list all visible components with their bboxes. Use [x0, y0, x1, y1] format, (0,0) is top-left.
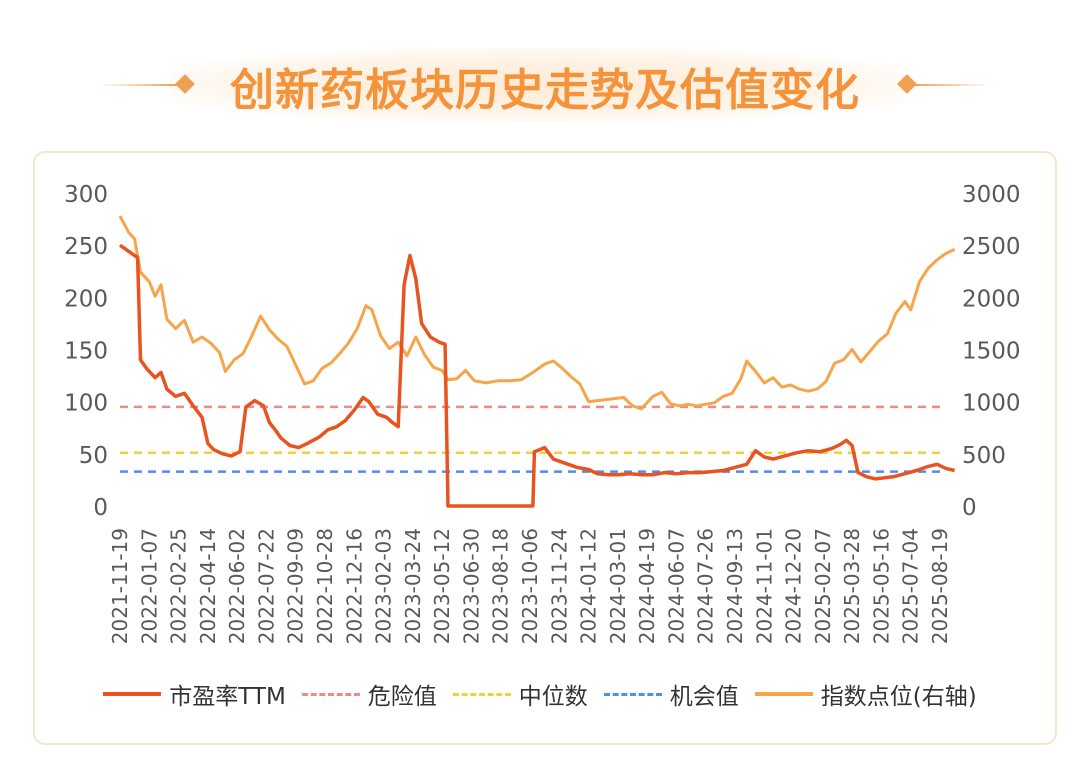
x-tick-label: 2024-01-12 [577, 528, 601, 644]
title-banner: 创新药板块历史走势及估值变化 [0, 40, 1080, 130]
legend-swatch [603, 692, 662, 696]
y-left-tick-label: 0 [93, 495, 108, 521]
legend-item: 中位数 [452, 677, 588, 711]
x-tick-label: 2022-07-22 [254, 528, 278, 644]
y-right-tick-label: 1000 [962, 391, 1021, 417]
legend-item: 指数点位(右轴) [754, 677, 977, 711]
x-tick-label: 2025-02-07 [811, 528, 835, 644]
x-tick-label: 2025-05-16 [869, 528, 893, 644]
legend-label: 指数点位(右轴) [820, 684, 977, 710]
y-right-tick-label: 2000 [962, 286, 1021, 312]
y-right-tick-label: 500 [962, 443, 1006, 469]
x-tick-label: 2023-06-30 [459, 528, 483, 644]
x-tick-label: 2024-11-01 [752, 528, 776, 644]
x-tick-label: 2022-09-09 [284, 528, 308, 644]
legend-swatch [754, 692, 813, 696]
legend-item: 市盈率TTM [103, 677, 286, 711]
x-tick-label: 2022-02-25 [167, 528, 191, 644]
x-tick-label: 2022-01-07 [137, 528, 161, 644]
x-tick-label: 2022-04-14 [196, 528, 220, 644]
x-tick-label: 2023-10-06 [518, 528, 542, 644]
legend-label: 市盈率TTM [169, 684, 286, 710]
x-tick-label: 2024-09-13 [723, 528, 747, 644]
series-line-4 [118, 215, 956, 411]
y-left-tick-label: 100 [64, 391, 108, 417]
y-right-tick-label: 2500 [962, 234, 1021, 260]
x-tick-label: 2024-03-01 [606, 528, 630, 644]
y-right-tick-label: 1500 [962, 339, 1021, 365]
x-tick-label: 2022-06-02 [225, 528, 249, 644]
x-tick-label: 2023-05-12 [430, 528, 454, 644]
legend-item: 危险值 [301, 677, 437, 711]
x-tick-label: 2024-04-19 [635, 528, 659, 644]
legend-swatch [103, 692, 162, 696]
legend-swatch [452, 692, 511, 696]
y-left-tick-label: 250 [64, 234, 108, 260]
legend: 市盈率TTM 危险值 中位数 机会值 指数点位(右轴) [0, 677, 1080, 711]
y-left-tick-label: 50 [79, 443, 108, 469]
x-tick-label: 2024-12-20 [782, 528, 806, 644]
chart-title: 创新药板块历史走势及估值变化 [230, 65, 860, 116]
x-tick-label: 2025-07-04 [899, 528, 923, 644]
series-line-0 [118, 243, 956, 508]
legend-item: 机会值 [603, 677, 739, 711]
x-tick-label: 2024-06-07 [664, 528, 688, 644]
x-tick-label: 2023-11-24 [547, 528, 571, 644]
legend-label: 危险值 [367, 684, 437, 710]
title-line-left [98, 84, 178, 86]
x-tick-label: 2025-03-28 [840, 528, 864, 644]
y-left-tick-label: 300 [64, 182, 108, 208]
legend-label: 中位数 [518, 684, 588, 710]
x-tick-label: 2025-08-19 [928, 528, 952, 644]
y-right-tick-label: 0 [962, 495, 977, 521]
x-tick-label: 2024-07-26 [694, 528, 718, 644]
x-tick-label: 2022-10-28 [313, 528, 337, 644]
title-glow [170, 48, 910, 122]
y-left-tick-label: 200 [64, 286, 108, 312]
x-tick-label: 2023-08-18 [489, 528, 513, 644]
x-tick-label: 2023-02-03 [372, 528, 396, 644]
x-tick-label: 2021-11-19 [108, 528, 132, 644]
x-tick-label: 2023-03-24 [401, 528, 425, 644]
legend-label: 机会值 [669, 684, 739, 710]
y-right-tick-label: 3000 [962, 182, 1021, 208]
y-left-tick-label: 150 [64, 339, 108, 365]
legend-swatch [301, 692, 360, 696]
title-line-right [912, 84, 992, 86]
x-tick-label: 2022-12-16 [342, 528, 366, 644]
